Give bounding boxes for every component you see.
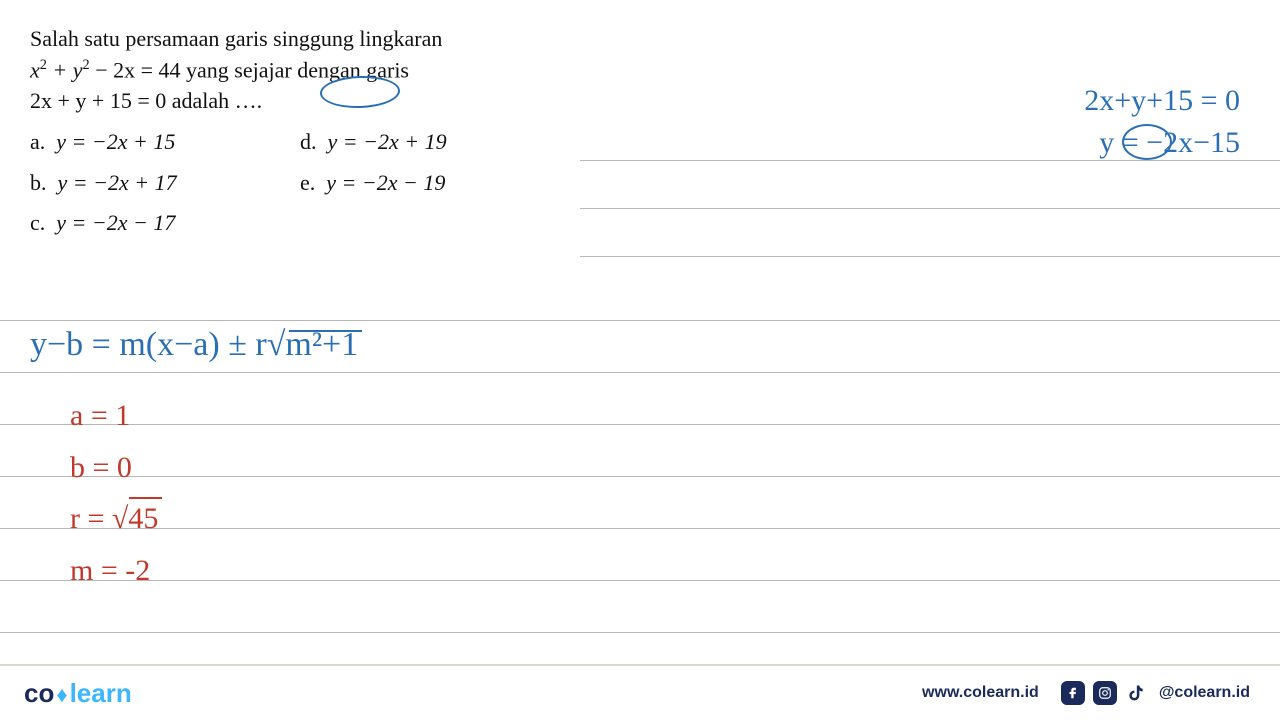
logo-dot: ♦ <box>54 682 69 707</box>
rule-line <box>0 632 1280 633</box>
problem-line2: x2 + y2 − 2x = 44 yang sejajar dengan ga… <box>30 55 570 86</box>
problem-block: Salah satu persamaan garis singgung ling… <box>30 24 570 239</box>
radicand: 45 <box>128 502 162 535</box>
expr-sup: 2 <box>40 57 47 73</box>
rule-line <box>580 256 1280 257</box>
rule-line <box>0 580 1280 581</box>
sqrt-expr: √m²+1 <box>267 326 363 364</box>
rule-line <box>0 372 1280 373</box>
social-icons: @colearn.id <box>1061 681 1250 705</box>
formula-lhs: y−b = m(x−a) ± r <box>30 326 267 363</box>
instagram-icon <box>1093 681 1117 705</box>
option-a: a. y = −2x + 15 <box>30 127 300 158</box>
logo-learn: learn <box>70 678 132 708</box>
footer-handle: @colearn.id <box>1159 684 1250 702</box>
facebook-icon <box>1061 681 1085 705</box>
option-e: e. y = −2x − 19 <box>300 168 570 199</box>
problem-line1: Salah satu persamaan garis singgung ling… <box>30 24 570 55</box>
sqrt-symbol: √ <box>267 326 286 363</box>
rule-line <box>0 476 1280 477</box>
rule-line <box>0 424 1280 425</box>
value-r: r = √45 <box>70 493 162 545</box>
handwriting-values: a = 1 b = 0 r = √45 m = -2 <box>70 390 162 596</box>
expr-part: + y <box>47 57 83 82</box>
rule-line <box>0 528 1280 529</box>
options-grid: a. y = −2x + 15 d. y = −2x + 19 b. y = −… <box>30 127 570 239</box>
logo-co: co <box>24 678 54 708</box>
rule-line <box>0 320 1280 321</box>
value-a: a = 1 <box>70 390 162 442</box>
expr-part: − 2x = 44 yang <box>90 57 235 82</box>
sqrt-expr: √45 <box>112 493 162 545</box>
hw-text: x−15 <box>1178 126 1240 159</box>
footer: co♦learn www.colearn.id @colearn.id <box>0 664 1280 720</box>
rule-line <box>580 208 1280 209</box>
footer-url: www.colearn.id <box>922 684 1039 702</box>
option-b: b. y = −2x + 17 <box>30 168 300 199</box>
value-m: m = -2 <box>70 545 162 597</box>
circle-annotation <box>1122 124 1172 160</box>
tiktok-icon <box>1125 682 1147 704</box>
sqrt-bar <box>289 330 363 332</box>
sqrt-bar <box>129 497 162 499</box>
option-d: d. y = −2x + 19 <box>300 127 570 158</box>
logo: co♦learn <box>24 678 132 709</box>
sqrt-symbol: √ <box>112 502 128 535</box>
option-c: c. y = −2x − 17 <box>30 208 300 239</box>
problem-line3: 2x + y + 15 = 0 adalah …. <box>30 86 570 117</box>
hw-line2: y = −2x−15 <box>1084 122 1240 164</box>
value-b: b = 0 <box>70 442 162 494</box>
expr-sup: 2 <box>83 57 90 73</box>
circled-word: sejajar <box>234 57 291 82</box>
page: Salah satu persamaan garis singgung ling… <box>0 0 1280 720</box>
handwriting-right: 2x+y+15 = 0 y = −2x−15 <box>1084 80 1240 164</box>
expr-part: x <box>30 57 40 82</box>
handwriting-formula: y−b = m(x−a) ± r√m²+1 <box>30 326 362 364</box>
hw-line1: 2x+y+15 = 0 <box>1084 80 1240 122</box>
